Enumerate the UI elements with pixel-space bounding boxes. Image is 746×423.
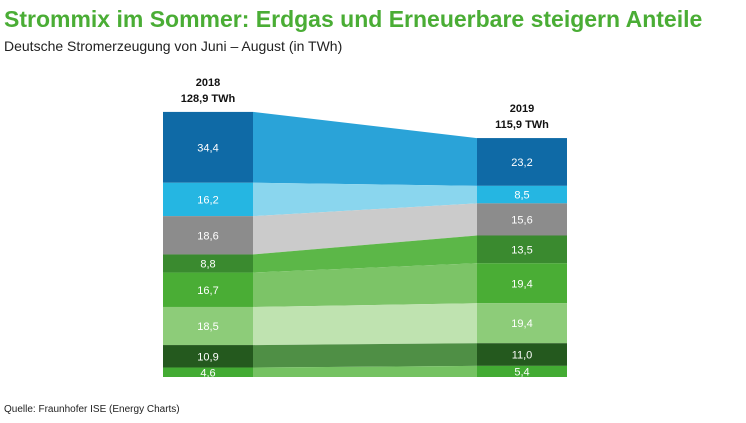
bar-segment	[477, 185, 567, 204]
bar-segment	[163, 254, 253, 273]
flow-band	[253, 111, 477, 186]
value-label: 18,5	[197, 321, 218, 333]
bar-segment	[477, 343, 567, 366]
bar-segment	[477, 235, 567, 264]
value-label: 11,0	[512, 350, 533, 362]
chart-title: Strommix im Sommer: Erdgas und Erneuerba…	[4, 6, 703, 32]
bar-segment	[163, 306, 253, 346]
category-label: 2019	[510, 103, 534, 115]
value-label: 5,4	[514, 366, 529, 378]
bar-segment	[163, 345, 253, 368]
bar-segment	[477, 303, 567, 344]
value-label: 15,6	[511, 214, 532, 226]
bar-segment	[163, 111, 253, 183]
flow-band	[253, 203, 477, 255]
bar-segment	[163, 216, 253, 255]
flow-band	[253, 303, 477, 346]
total-label: 128,9 TWh	[181, 93, 236, 105]
value-label: 8,5	[514, 190, 529, 202]
value-label: 4,6	[200, 367, 215, 379]
flow-band	[253, 365, 477, 377]
value-label: 18,6	[197, 230, 218, 242]
value-label: 34,4	[197, 142, 218, 154]
value-label: 16,7	[197, 285, 218, 297]
value-label: 16,2	[197, 194, 218, 206]
bar-segment	[477, 263, 567, 304]
value-label: 8,8	[200, 259, 215, 271]
total-label: 115,9 TWh	[495, 119, 549, 131]
source-note: Quelle: Fraunhofer ISE (Energy Charts)	[4, 404, 180, 415]
chart-subtitle: Deutsche Stromerzeugung von Juni – Augus…	[4, 38, 343, 54]
bar-segment	[477, 365, 567, 377]
value-label: 23,2	[511, 157, 532, 169]
bar-segment	[163, 272, 253, 307]
flow-band	[253, 235, 477, 273]
value-label: 19,4	[511, 318, 532, 330]
category-label: 2018	[196, 77, 220, 89]
flow-band	[253, 263, 477, 307]
value-label: 10,9	[197, 351, 218, 363]
bar-segment	[477, 203, 567, 236]
bar-segment	[163, 182, 253, 217]
flow-band	[253, 343, 477, 368]
value-label: 13,5	[511, 244, 532, 256]
flow-band	[253, 182, 477, 217]
bar-segment	[477, 138, 567, 186]
bar-segment	[163, 367, 253, 377]
value-label: 19,4	[511, 278, 532, 290]
